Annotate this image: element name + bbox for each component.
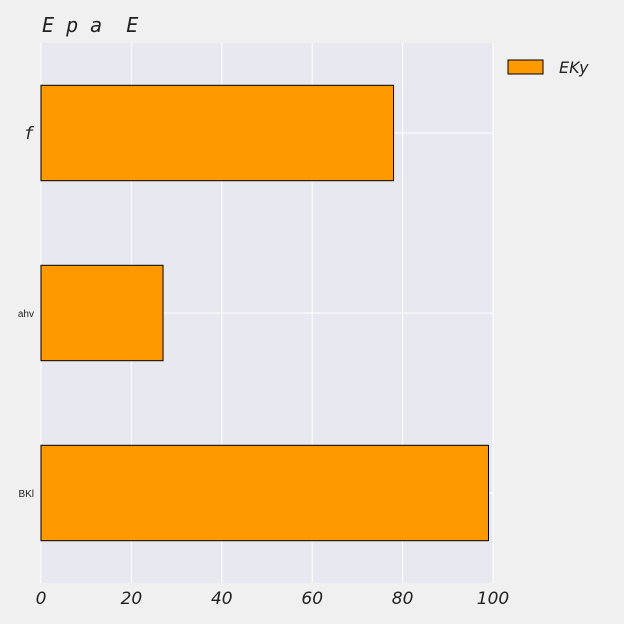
x-tick-label: 20 (121, 589, 143, 609)
legend: EKy (507, 58, 589, 77)
y-tick-label: ahv (18, 309, 34, 320)
bar-f (40, 84, 395, 182)
bar-ahv (40, 264, 164, 362)
legend-swatch (507, 59, 544, 75)
x-tick-label: 80 (392, 589, 414, 609)
x-tick-label: 100 (477, 589, 509, 609)
x-tick-label: 0 (36, 589, 47, 609)
x-axis-ticks: 0 20 40 60 80 100 (36, 589, 510, 609)
chart-title: E p a E (42, 13, 138, 37)
bars (40, 84, 489, 542)
x-tick-label: 60 (301, 589, 323, 609)
y-tick-label: BKl (18, 489, 34, 500)
legend-label: EKy (559, 58, 589, 77)
bar-BKl (40, 444, 489, 542)
x-tick-label: 40 (211, 589, 233, 609)
y-tick-label: f (24, 124, 35, 144)
y-axis-ticks: f ahv BKl (18, 124, 35, 500)
